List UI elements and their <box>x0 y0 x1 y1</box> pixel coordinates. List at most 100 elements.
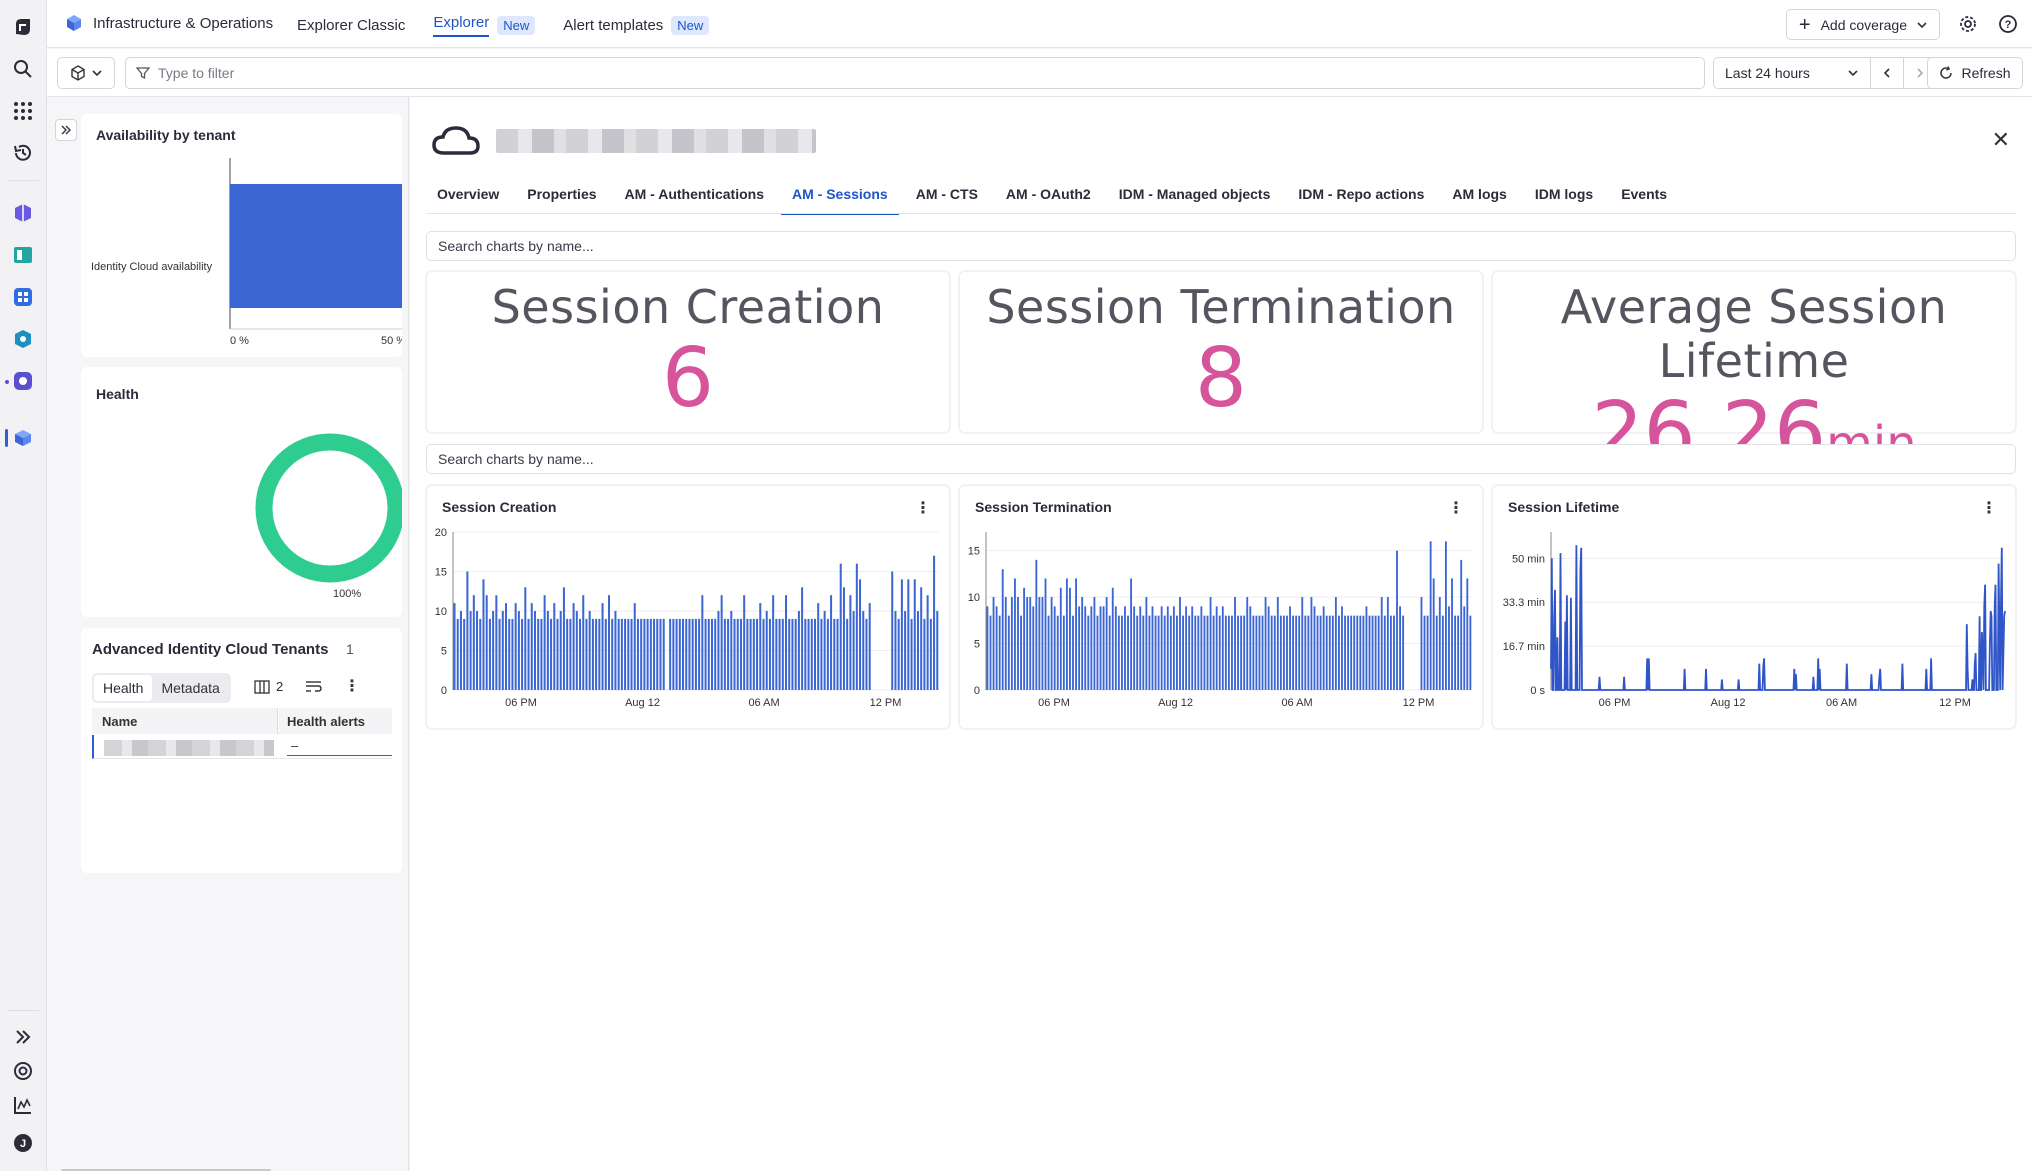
notebook-app-icon[interactable] <box>12 244 34 266</box>
tab-events[interactable]: Events <box>1621 186 1668 202</box>
line-wrap-icon[interactable] <box>305 679 323 698</box>
kubernetes-app-icon[interactable] <box>12 328 34 350</box>
bar <box>1448 606 1450 690</box>
chart-menu-icon[interactable]: ⋮ <box>915 500 931 517</box>
bar <box>1127 615 1129 690</box>
horizontal-scrollbar[interactable] <box>61 1169 271 1171</box>
tab-am-sessions[interactable]: AM - Sessions <box>781 177 899 215</box>
chart-menu-icon[interactable]: ⋮ <box>1981 500 1997 517</box>
bar <box>1331 615 1334 690</box>
expand-panel-button[interactable] <box>55 119 77 141</box>
filter-input[interactable]: Type to filter <box>125 57 1705 89</box>
dashboard-app-icon[interactable] <box>12 286 34 308</box>
help-lifebuoy-icon[interactable] <box>12 1060 34 1082</box>
user-avatar-icon[interactable]: J <box>12 1132 34 1154</box>
tenants-table-header: Name Health alerts <box>92 708 392 734</box>
add-coverage-button[interactable]: + Add coverage <box>1785 9 1940 40</box>
app-title[interactable]: Infrastructure & Operations <box>65 14 273 32</box>
help-icon[interactable]: ? <box>1998 14 2018 34</box>
tab-idm-managed-objects[interactable]: IDM - Managed objects <box>1118 186 1271 202</box>
column-header-name[interactable]: Name <box>92 708 278 734</box>
bar <box>1179 597 1181 690</box>
bar <box>649 618 652 690</box>
y-tick-label: 50 min <box>1512 553 1545 565</box>
bar <box>1249 606 1252 690</box>
health-donut-label: 100% <box>333 588 361 600</box>
chart-session-termination: 0 5 10 15 06 PM Aug 12 06 AM 12 PM <box>968 532 1472 709</box>
bar <box>579 618 582 690</box>
search-icon[interactable] <box>12 58 34 80</box>
app-title-label: Infrastructure & Operations <box>93 14 274 32</box>
refresh-button[interactable]: Refresh <box>1927 57 2023 89</box>
tab-am-cts[interactable]: AM - CTS <box>915 186 978 202</box>
chart-menu-icon[interactable]: ⋮ <box>1448 500 1464 517</box>
expand-rail-icon[interactable] <box>12 1026 34 1048</box>
entity-type-select[interactable] <box>57 57 115 89</box>
health-alerts-cell: – <box>287 738 392 756</box>
availability-title: Availability by tenant <box>96 127 236 143</box>
tenants-more-menu-icon[interactable]: ⋮ <box>344 678 360 695</box>
timeframe-previous-button[interactable] <box>1870 57 1904 89</box>
bar <box>1240 615 1243 690</box>
tab-metadata[interactable]: Metadata <box>161 680 220 696</box>
bar <box>1197 615 1200 690</box>
bar <box>855 563 858 690</box>
tab-health[interactable]: Health <box>94 675 153 701</box>
nav-explorer[interactable]: Explorer New <box>433 14 536 37</box>
bar <box>572 603 575 690</box>
analytics-icon[interactable] <box>12 1094 34 1116</box>
chevron-right-icon <box>1917 68 1924 78</box>
bar <box>1209 597 1212 690</box>
workflow-app-icon[interactable] <box>12 370 34 392</box>
bar <box>1081 597 1084 690</box>
tenant-name-redacted <box>104 740 274 756</box>
bar <box>469 611 472 690</box>
tab-properties[interactable]: Properties <box>527 186 597 202</box>
history-icon[interactable] <box>12 142 34 164</box>
entity-tabs: Overview Properties AM - Authentications… <box>426 177 1684 215</box>
bar <box>765 611 768 690</box>
tab-overview[interactable]: Overview <box>437 186 500 202</box>
tab-am-logs[interactable]: AM logs <box>1452 186 1507 202</box>
close-panel-icon[interactable]: ✕ <box>1991 127 2010 152</box>
bar <box>636 618 639 690</box>
bar <box>836 618 839 690</box>
bar <box>989 615 992 690</box>
nav-alert-templates[interactable]: Alert templates New <box>563 14 710 37</box>
table-row[interactable]: – <box>92 735 392 759</box>
columns-count: 2 <box>276 679 284 694</box>
column-settings-button[interactable]: 2 <box>254 679 283 694</box>
bar <box>1396 550 1398 690</box>
apps-grid-icon[interactable] <box>12 100 34 122</box>
tab-am-oauth2[interactable]: AM - OAuth2 <box>1005 186 1091 202</box>
chart-card-session-lifetime: Session Lifetime ⋮ 0 s 16.7 min 33.3 min 50… <box>1492 485 2016 729</box>
search-charts-input-2[interactable]: Search charts by name... <box>426 444 2016 474</box>
chevron-down-icon <box>1848 70 1858 77</box>
nav-label: Explorer Classic <box>297 17 406 34</box>
bar <box>1402 615 1405 690</box>
bar <box>1399 606 1401 690</box>
bar <box>1377 615 1380 690</box>
settings-gear-icon[interactable] <box>1958 14 1978 34</box>
bar <box>1362 615 1365 690</box>
kpi-session-creation: Session Creation 6 <box>426 271 950 433</box>
search-charts-input[interactable]: Search charts by name... <box>426 231 2016 261</box>
column-header-health-alerts[interactable]: Health alerts <box>279 708 392 734</box>
tab-idm-logs[interactable]: IDM logs <box>1534 186 1594 202</box>
tab-am-authentications[interactable]: AM - Authentications <box>624 186 764 202</box>
bar <box>562 587 565 690</box>
bar <box>1264 597 1267 690</box>
bar <box>1200 606 1203 690</box>
dynatrace-logo-icon[interactable] <box>12 16 34 38</box>
timeframe-selector[interactable]: Last 24 hours <box>1713 57 1871 89</box>
bar <box>1307 615 1310 690</box>
infrastructure-app-icon[interactable] <box>12 427 34 449</box>
nav-explorer-classic[interactable]: Explorer Classic <box>297 14 405 37</box>
bar <box>717 611 720 690</box>
bar <box>1075 578 1077 690</box>
bar <box>1393 615 1395 690</box>
bar <box>1451 578 1453 690</box>
tab-idm-repo-actions[interactable]: IDM - Repo actions <box>1298 186 1425 202</box>
kpi-title: Average Session Lifetime <box>1560 280 1948 388</box>
app-cube-icon[interactable] <box>12 202 34 224</box>
